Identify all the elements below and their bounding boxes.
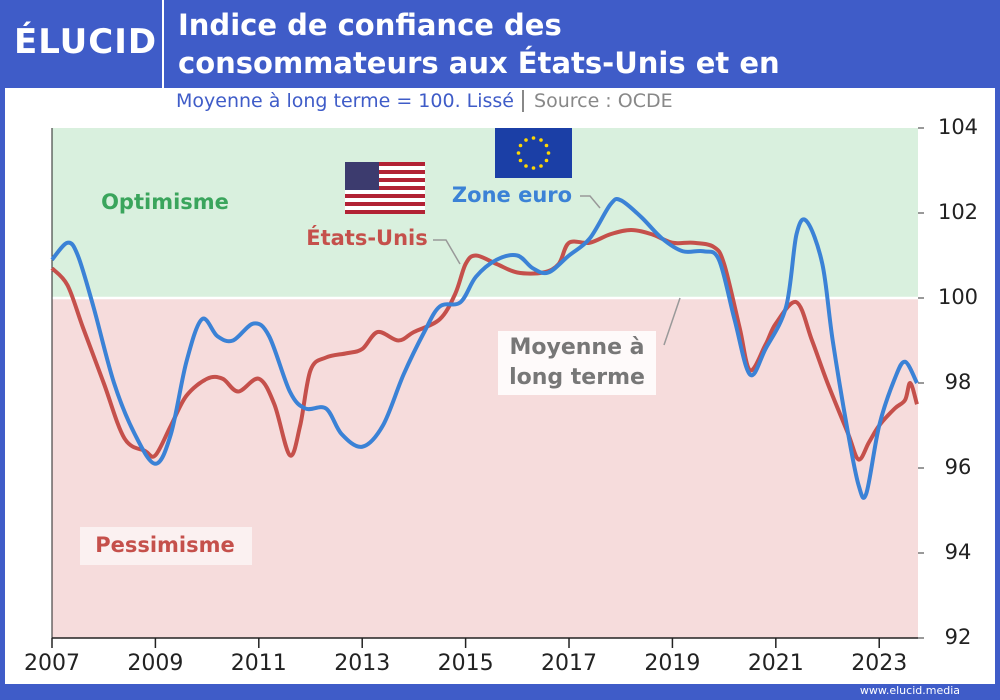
flag-star xyxy=(544,158,549,163)
x-tick-label: 2009 xyxy=(127,651,183,676)
flag-star xyxy=(539,138,543,142)
flag-stripe xyxy=(345,166,425,170)
eu-flag xyxy=(495,128,572,178)
flag-stripe xyxy=(345,190,425,194)
y-tick-label: 94 xyxy=(945,540,972,564)
subtitle-row: Moyenne à long terme = 100. Lissé Source … xyxy=(176,90,673,112)
flag-star xyxy=(531,136,536,140)
x-tick-label: 2019 xyxy=(644,651,700,676)
x-tick-label: 2021 xyxy=(748,651,804,676)
flag-stripe xyxy=(345,206,425,210)
logo: ÉLUCID xyxy=(14,22,158,62)
pessimism-label-bg xyxy=(80,527,252,565)
chart-title: Indice de confiance des consommateurs au… xyxy=(178,8,780,118)
flag-star xyxy=(544,143,549,148)
flag-star xyxy=(546,151,551,155)
series-label: États-Unis xyxy=(306,225,428,250)
y-tick-label: 96 xyxy=(945,455,972,479)
pessimism-label: Pessimisme xyxy=(95,533,235,557)
source: Source : OCDE xyxy=(522,90,673,112)
flag-stripe xyxy=(345,194,425,198)
reference-annotation: Moyenne à long terme xyxy=(498,331,656,395)
series-line xyxy=(50,228,919,462)
flag-stripe xyxy=(345,170,425,174)
flag-stripe xyxy=(345,174,425,178)
flag-stripe xyxy=(345,186,425,190)
series-line xyxy=(50,196,919,500)
leader-line xyxy=(433,239,461,265)
flag-stripe xyxy=(345,162,425,166)
flag-star xyxy=(518,158,523,163)
flag-star xyxy=(518,143,523,148)
flag-stripe xyxy=(345,178,425,182)
x-tick-label: 2013 xyxy=(334,651,390,676)
leader-line xyxy=(663,297,681,346)
y-tick-label-bg xyxy=(930,622,992,652)
y-tick-label: 92 xyxy=(945,625,972,649)
optimism-label: Optimisme xyxy=(101,190,229,214)
flag-stripe xyxy=(345,182,425,186)
leader-line xyxy=(580,195,601,209)
flag-stripe xyxy=(345,198,425,202)
flag-star xyxy=(516,151,521,155)
flag-star xyxy=(539,164,543,168)
flag-stripe xyxy=(345,202,425,206)
y-tick-label: 104 xyxy=(938,115,978,139)
flag-canton xyxy=(345,162,379,190)
series-label: Zone euro xyxy=(452,183,572,207)
x-tick-label: 2011 xyxy=(231,651,287,676)
flag-star xyxy=(524,138,528,142)
footer: www.elucid.media xyxy=(859,684,960,697)
separator xyxy=(162,0,164,88)
subtitle: Moyenne à long terme = 100. Lissé xyxy=(176,90,515,112)
x-tick-label: 2023 xyxy=(851,651,907,676)
x-tick-label: 2017 xyxy=(541,651,597,676)
flag-stripe xyxy=(345,210,425,214)
flag-star xyxy=(531,166,536,170)
pessimism-region xyxy=(52,298,918,638)
y-tick-label: 98 xyxy=(945,370,972,394)
y-tick-label: 102 xyxy=(938,200,978,224)
x-tick-label: 2007 xyxy=(24,651,80,676)
y-tick-label: 100 xyxy=(938,285,978,309)
flag-field xyxy=(495,128,572,178)
flag-star xyxy=(524,164,528,168)
us-flag xyxy=(345,162,425,214)
x-tick-label: 2015 xyxy=(438,651,494,676)
